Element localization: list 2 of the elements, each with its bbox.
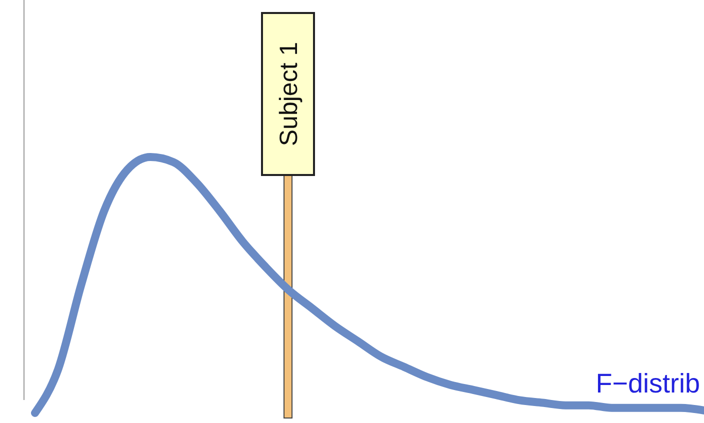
- text: Subject 1: [275, 42, 303, 146]
- series-label: F−distrib: [596, 368, 700, 398]
